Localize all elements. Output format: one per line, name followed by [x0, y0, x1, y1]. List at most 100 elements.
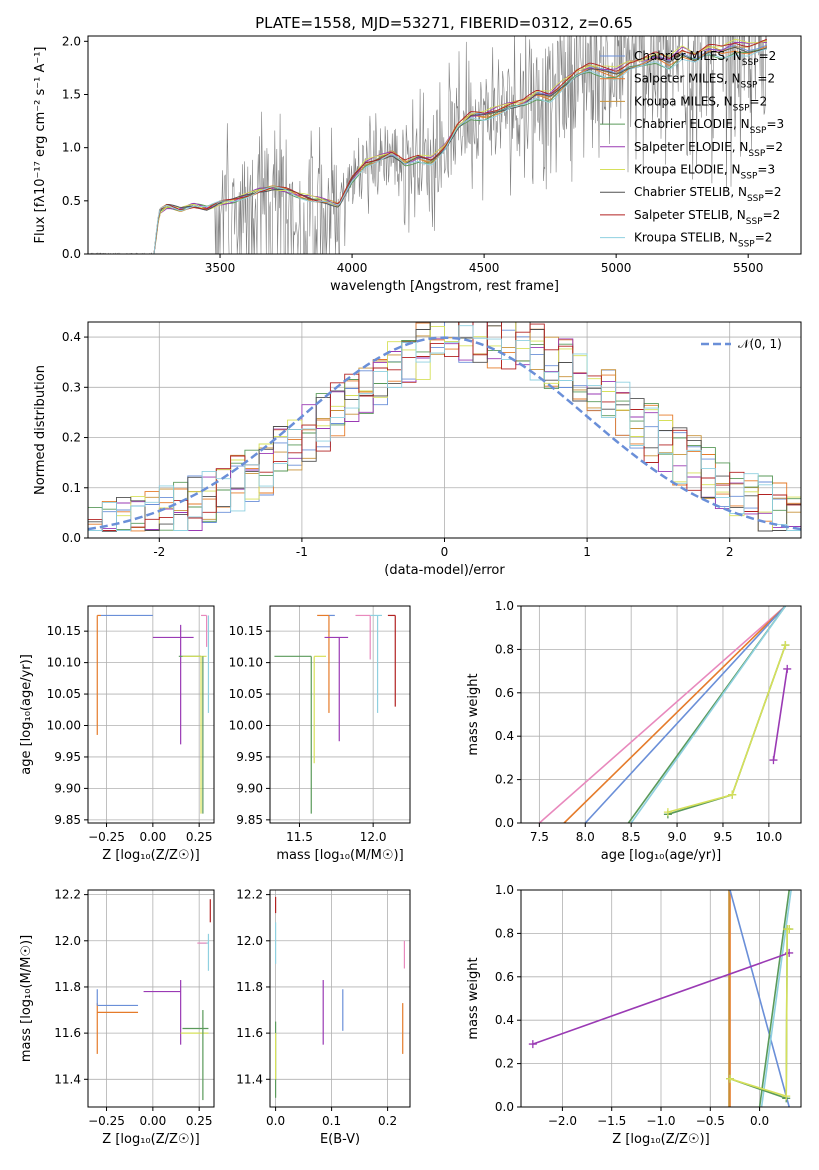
x-tick-label: -1	[296, 545, 308, 559]
x-tick-label: 4500	[469, 261, 500, 275]
y-tick-label: 12.2	[236, 888, 263, 902]
legend-label-sub: SSP	[746, 217, 763, 227]
errorbar-point	[355, 614, 371, 660]
x-axis-label: wavelength [Angstrom, rest frame]	[330, 279, 559, 294]
legend-label-main: Salpeter STELIB, N	[634, 208, 746, 222]
legend-label-main: Salpeter MILES, N	[634, 72, 741, 86]
y-tick-label: 0.4	[62, 330, 81, 344]
x-tick-label: 0.1	[322, 1114, 341, 1128]
mass-vs-metallicity-panel: −0.25 0.00 0.25 11.4 11.6 11.8 12.0 12.2 Z [log₁…	[19, 888, 215, 1147]
y-tick-label: 10.15	[229, 624, 263, 638]
x-tick-label: 12.0	[360, 830, 387, 844]
x-tick-label: -2	[153, 545, 165, 559]
legend-label-main: Chabrier MILES, N	[634, 49, 742, 63]
legend-label-main: Kroupa STELIB, N	[634, 231, 738, 245]
x-tick-label: −0.25	[88, 1114, 125, 1128]
y-tick-label: 9.85	[54, 813, 81, 827]
plot-area	[275, 896, 405, 1098]
mass-vs-ebv-panel: 0.0 0.1 0.2 11.4 11.6 11.8 12.0 12.2 E(B-V)	[236, 888, 411, 1147]
axes-frame	[269, 605, 411, 824]
errorbar-point	[370, 614, 382, 713]
x-axis-label: (data-model)/error	[384, 563, 505, 578]
y-tick-label: 11.8	[54, 980, 81, 994]
y-axis-label: Flux [fλ10⁻¹⁷ erg cm⁻² s⁻¹ A⁻¹]	[33, 47, 48, 244]
y-axis-label: age [log₁₀(age/yr)]	[19, 654, 34, 775]
y-axis-label: mass [log₁₀(M/M☉)]	[19, 935, 34, 1062]
legend-label-sub: SSP	[738, 240, 755, 250]
x-tick-label: 2	[726, 545, 734, 559]
y-tick-label: 12.0	[236, 934, 263, 948]
legend-label-sub: SSP	[741, 81, 758, 91]
plot-area	[538, 606, 792, 823]
y-tick-label: 10.10	[47, 656, 81, 670]
axes-frame	[87, 35, 802, 255]
legend-label-suffix: =2	[755, 231, 773, 245]
y-tick-label: 11.4	[54, 1072, 81, 1086]
axes-frame	[87, 889, 215, 1108]
x-tick-label: 8.5	[622, 830, 641, 844]
axes-frame	[87, 605, 215, 824]
weight-marker	[663, 808, 672, 817]
y-tick-label: 11.6	[54, 1026, 81, 1040]
y-tick-label: 0.0	[495, 816, 514, 830]
weight-marker	[769, 756, 778, 765]
x-tick-label: 10.0	[756, 830, 783, 844]
legend-label-main: Chabrier STELIB, N	[634, 185, 747, 199]
x-tick-label: 0.2	[378, 1114, 397, 1128]
legend-label: Salpeter ELODIE, NSSP=2	[634, 140, 783, 159]
y-axis-label: Normed distribution	[33, 365, 48, 495]
figure-title: PLATE=1558, MJD=53271, FIBERID=0312, z=0…	[255, 14, 633, 32]
plot-area	[528, 890, 794, 1107]
plot-area	[96, 899, 211, 1101]
x-axis-label: Z [log₁₀(Z/Z☉)]	[102, 848, 199, 863]
mass-weight-vs-age-panel: 7.5 8.0 8.5 9.0 9.5 10.0 0.0 0.2 0.4 0.6 0.8 1.0 age…	[466, 599, 802, 863]
x-tick-label: 8.0	[576, 830, 595, 844]
mass-weight-vs-metallicity-panel: −2.0 −1.5 −1.0 −0.5 0.0 0.0 0.2 0.4 0.6 0.8 1.0 Z […	[466, 883, 802, 1147]
y-tick-label: 0.3	[62, 380, 81, 394]
y-tick-label: 1.5	[62, 87, 81, 101]
weight-marker	[726, 1074, 735, 1083]
plot-area	[274, 614, 396, 814]
errorbar-point	[199, 933, 210, 971]
model-spectrum-line	[153, 48, 767, 254]
y-tick-label: 0.8	[495, 642, 514, 656]
y-tick-label: 1.0	[495, 599, 514, 613]
weight-series-line	[563, 606, 786, 823]
x-tick-label: −0.25	[88, 830, 125, 844]
x-tick-label: 7.5	[530, 830, 549, 844]
legend-label-sub: SSP	[733, 103, 750, 113]
x-axis-label: Z [log₁₀(Z/Z☉)]	[612, 1132, 709, 1147]
x-tick-label: 0.00	[139, 1114, 166, 1128]
legend-label-suffix: =2	[757, 72, 775, 86]
x-tick-label: 4000	[337, 261, 368, 275]
y-tick-label: 10.00	[229, 719, 263, 733]
errorbar-point	[96, 989, 139, 1007]
weight-marker	[728, 790, 737, 799]
legend-label-sub: SSP	[741, 172, 758, 182]
legend-label: Salpeter STELIB, NSSP=2	[634, 208, 780, 227]
y-tick-label: 0.4	[495, 1013, 514, 1027]
weight-series-line	[584, 606, 786, 823]
x-axis-label: Z [log₁₀(Z/Z☉)]	[102, 1132, 199, 1147]
errorbar-point	[96, 614, 101, 735]
axes-frame	[520, 605, 802, 824]
legend-label-main: Kroupa ELODIE, N	[634, 163, 741, 177]
legend-label-suffix: =2	[765, 140, 783, 154]
weight-series-line	[630, 606, 787, 823]
observed-spectrum-line	[88, 36, 768, 254]
plot-area	[96, 614, 210, 814]
normal-curve-line	[88, 336, 801, 531]
y-tick-label: 10.05	[47, 687, 81, 701]
legend-label-suffix: =2	[759, 49, 777, 63]
errorbar-point	[317, 614, 330, 713]
y-tick-label: 12.2	[54, 888, 81, 902]
y-tick-label: 0.2	[495, 1057, 514, 1071]
weight-marker	[783, 664, 792, 673]
x-tick-label: 0	[441, 545, 449, 559]
y-tick-label: 10.10	[229, 656, 263, 670]
errorbar-point	[313, 655, 326, 764]
errorbar-point	[274, 655, 312, 814]
